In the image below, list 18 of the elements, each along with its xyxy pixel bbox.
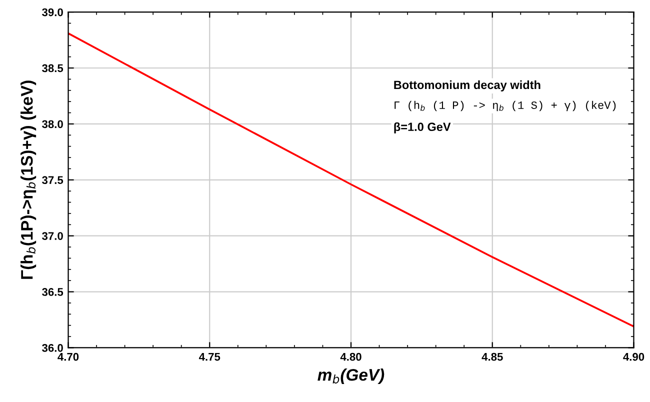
y-axis-title: Γ(h$_{b}$(1P)->η$_{b}$(1S)+γ) (keV) [20,80,36,279]
y-tick-label: 37.0 [42,232,63,240]
annotation: Bottomonium decay width [394,80,540,92]
x-tick-label: 4.80 [340,352,362,361]
y-tick-label: 37.5 [42,176,64,184]
x-tick-label: 4.85 [482,352,503,361]
annotation: Γ (h$_{b}$ (1 P) -> η$_{b}$ (1 S) + γ) (keV) [394,100,616,112]
y-tick-label: 36.5 [42,288,64,296]
x-tick-label: 4.90 [623,352,644,361]
annotation: β=1.0 GeV [394,122,451,134]
x-axis-title: m$_{b}$(GeV) [318,368,384,384]
y-tick-label: 36.0 [42,344,63,352]
y-tick-label: 38.5 [42,64,64,72]
y-tick-label: 38.0 [42,120,63,128]
x-tick-label: 4.75 [198,353,220,361]
line-series [68,32,634,328]
x-tick-label: 4.70 [58,352,79,361]
y-tick-label: 39.0 [42,8,63,16]
